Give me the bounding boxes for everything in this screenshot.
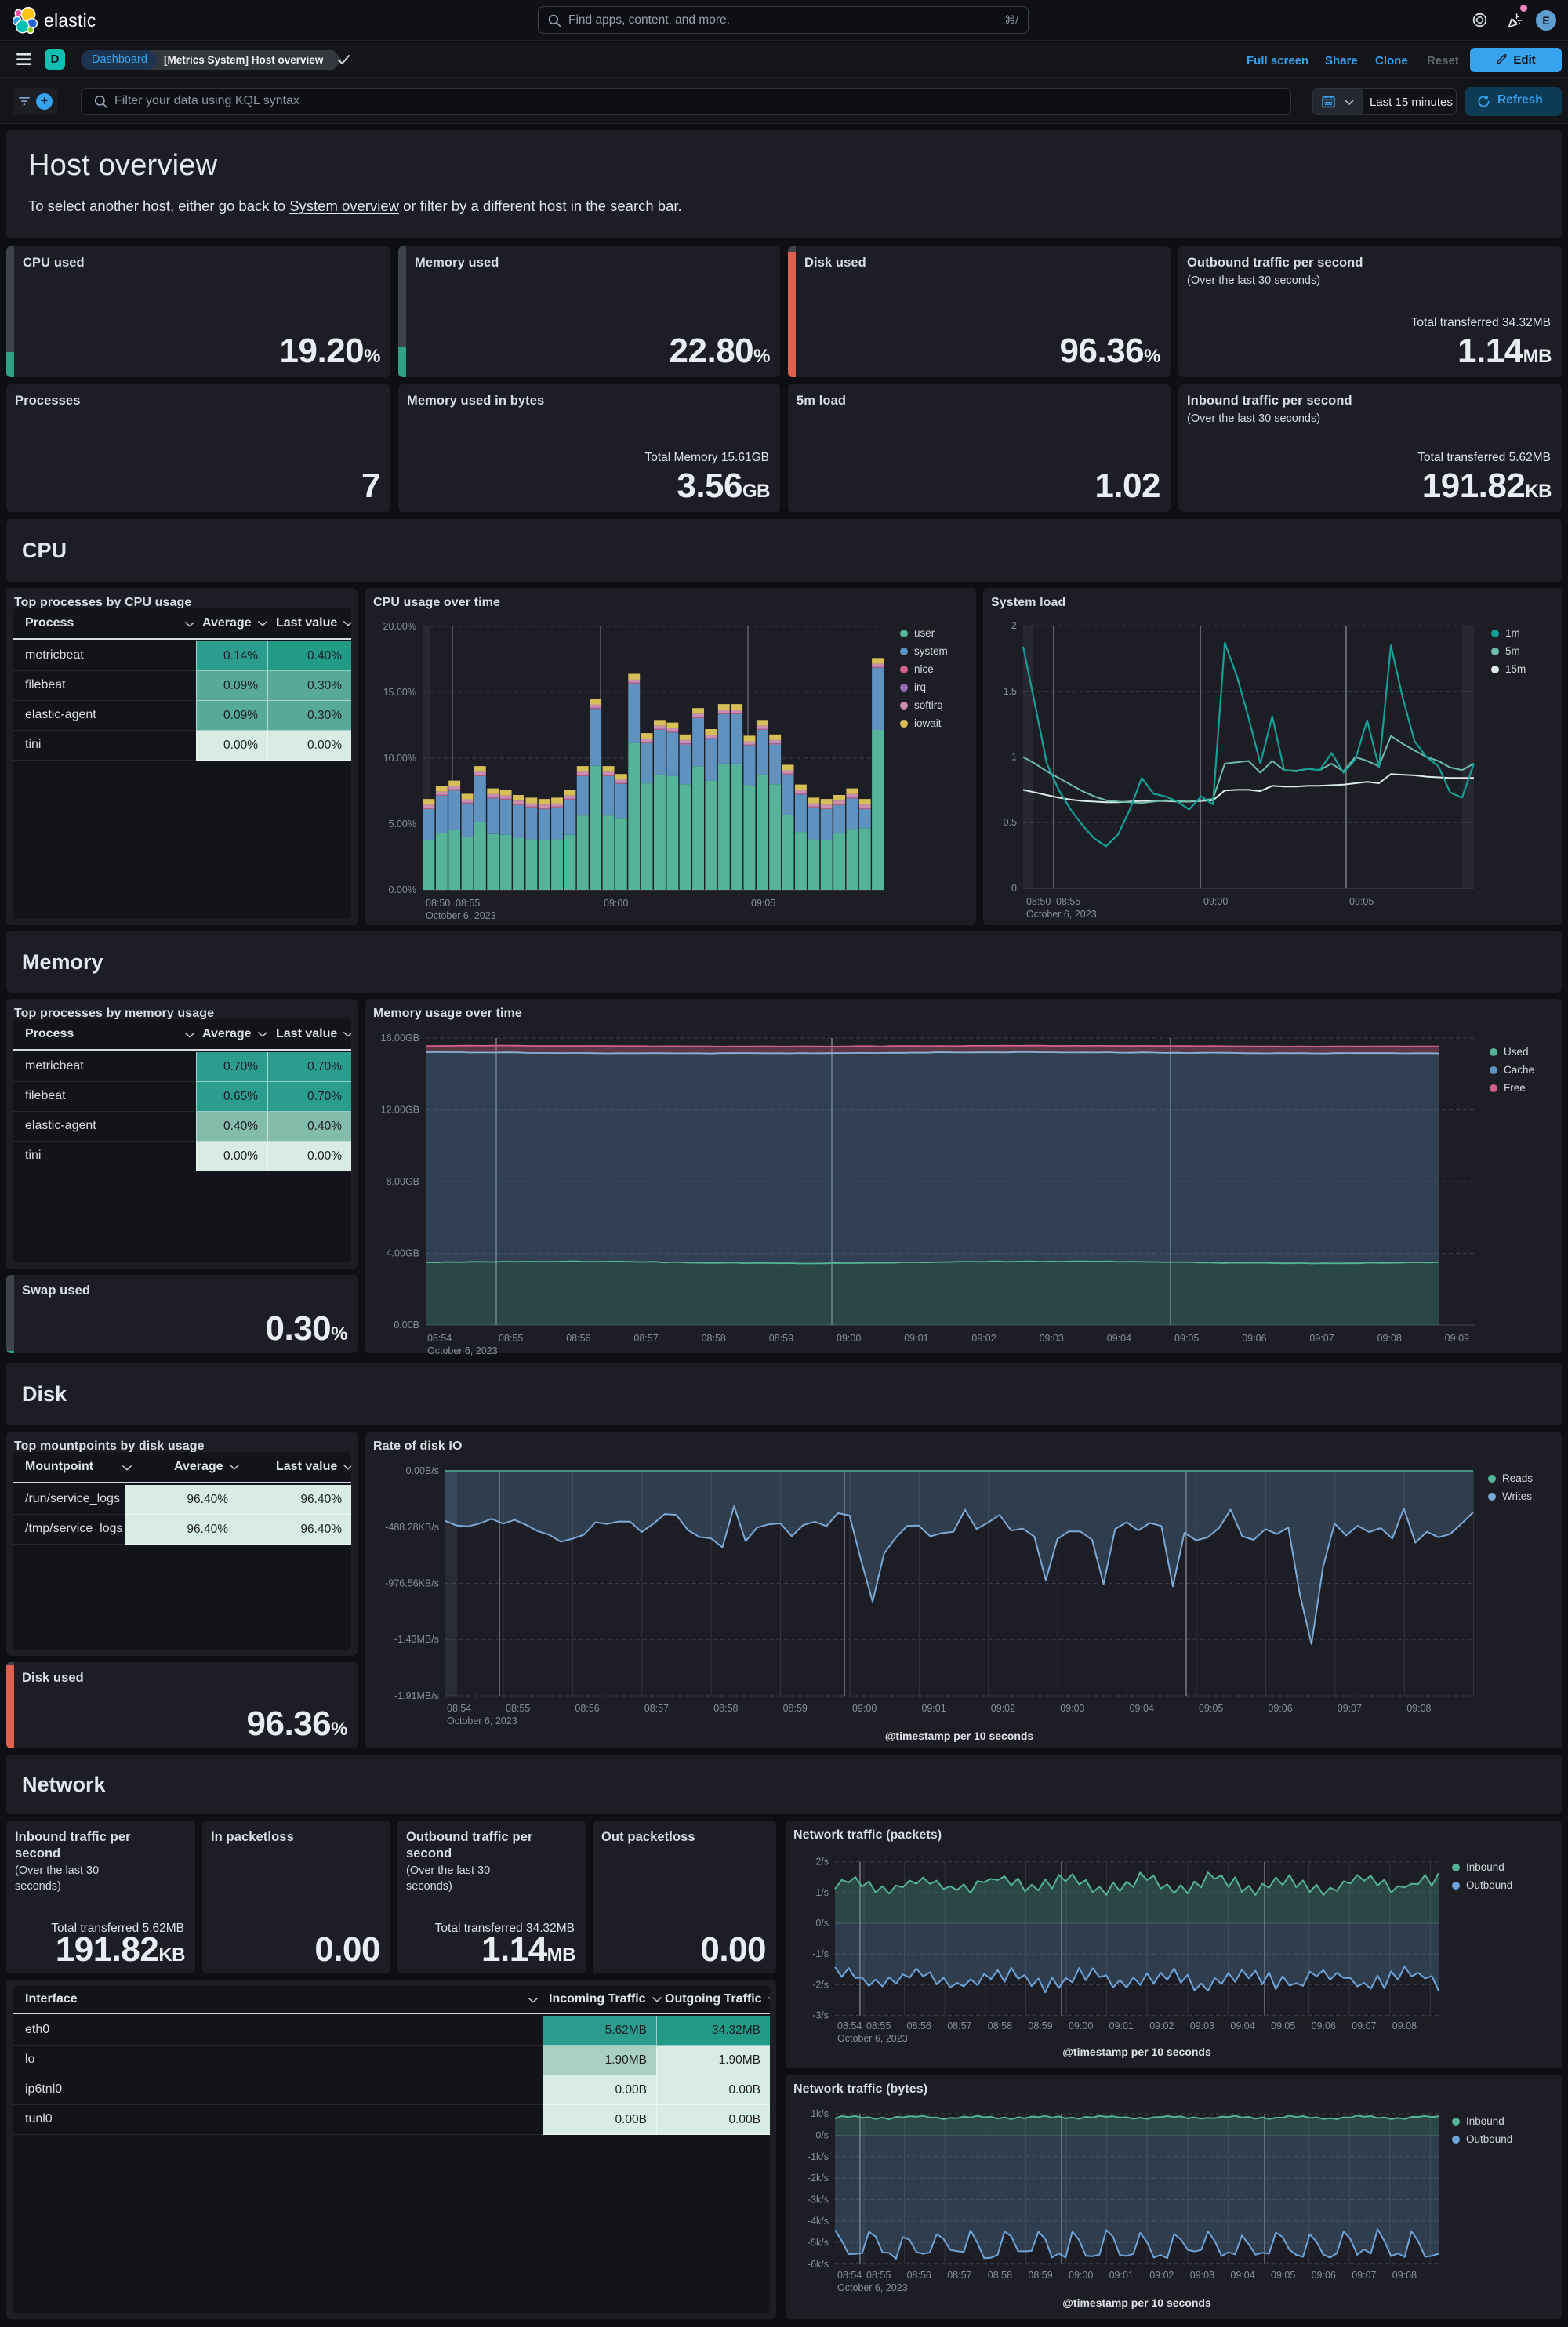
svg-text:1.5: 1.5 [1004,686,1017,697]
svg-text:0: 0 [1011,883,1017,894]
svg-text:15.00%: 15.00% [383,687,416,698]
svg-text:4.00GB: 4.00GB [387,1248,419,1259]
svg-text:-5k/s: -5k/s [808,2237,829,2248]
svg-text:1k/s: 1k/s [811,2108,829,2119]
svg-text:1: 1 [1011,752,1017,763]
svg-text:20.00%: 20.00% [383,621,416,632]
svg-text:0/s: 0/s [815,1918,829,1929]
svg-text:2: 2 [1011,620,1017,631]
svg-text:-1.43MB/s: -1.43MB/s [394,1634,439,1645]
svg-text:10.00%: 10.00% [383,753,416,764]
svg-text:-2k/s: -2k/s [808,2173,829,2184]
svg-text:0.00B/s: 0.00B/s [406,1465,439,1476]
svg-text:0/s: 0/s [815,2129,829,2140]
svg-text:0.5: 0.5 [1004,817,1017,828]
svg-text:-1/s: -1/s [812,1948,829,1959]
svg-text:12.00GB: 12.00GB [381,1105,419,1116]
svg-text:1/s: 1/s [815,1887,829,1898]
svg-text:-3/s: -3/s [812,2010,829,2021]
svg-text:-1k/s: -1k/s [808,2151,829,2162]
svg-text:-6k/s: -6k/s [808,2259,829,2270]
svg-text:-4k/s: -4k/s [808,2216,829,2227]
svg-text:-976.56KB/s: -976.56KB/s [385,1578,439,1589]
svg-text:0.00B: 0.00B [394,1320,419,1330]
svg-text:5.00%: 5.00% [389,819,416,830]
svg-text:8.00GB: 8.00GB [387,1176,419,1187]
svg-text:2/s: 2/s [815,1857,829,1868]
svg-text:-488.28KB/s: -488.28KB/s [385,1522,439,1533]
svg-text:-2/s: -2/s [812,1979,829,1990]
svg-text:-3k/s: -3k/s [808,2194,829,2205]
svg-text:0.00%: 0.00% [389,884,416,895]
svg-text:16.00GB: 16.00GB [381,1033,419,1044]
svg-text:-1.91MB/s: -1.91MB/s [394,1690,439,1701]
